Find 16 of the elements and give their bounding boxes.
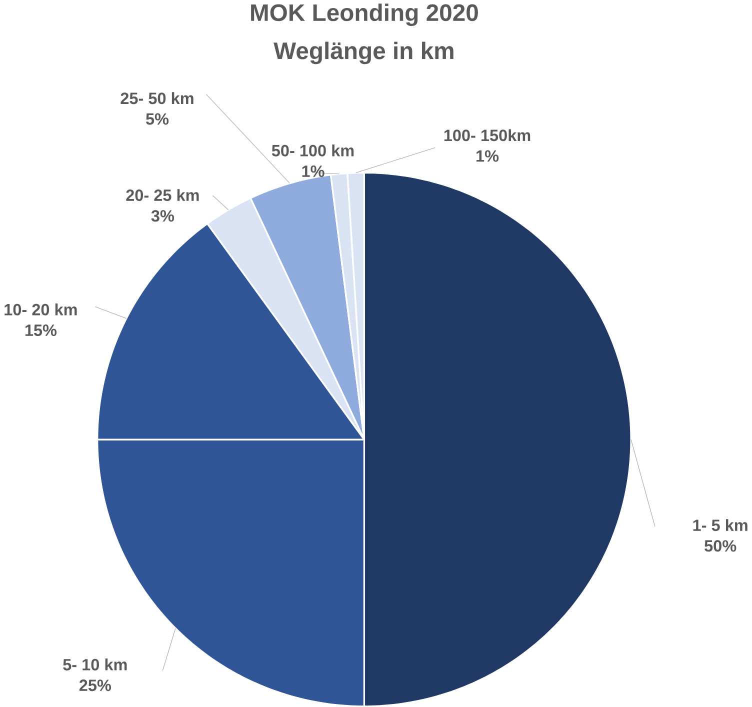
chart-subtitle: Weglänge in km — [274, 42, 454, 64]
slice-label: 100- 150km — [444, 129, 530, 142]
data-label: 15% — [25, 324, 57, 336]
slice-label: 1- 5 km — [693, 519, 748, 531]
chart-title: MOK Leonding 2020 — [251, 4, 478, 26]
data-label: 25% — [79, 679, 112, 691]
slice-label: 20- 25 km — [126, 188, 199, 201]
slice-label: 25- 50 km — [120, 92, 194, 104]
data-label: 1% — [476, 150, 499, 162]
data-label: 1% — [302, 165, 324, 177]
slice-label: 5- 10 km — [63, 658, 127, 670]
data-label: 5% — [146, 113, 169, 125]
data-label: 3% — [151, 210, 174, 222]
slice-label: 50- 100 km — [272, 144, 354, 156]
data-label: 50% — [704, 540, 736, 552]
slice-label: 10- 20 km — [4, 303, 77, 316]
